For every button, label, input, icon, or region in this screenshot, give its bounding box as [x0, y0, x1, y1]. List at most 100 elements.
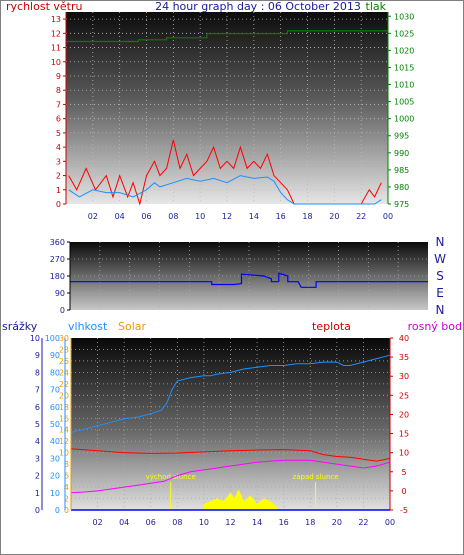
- series-line-temperature: [70, 448, 391, 462]
- wind-tick-label: 13: [51, 15, 61, 24]
- wind-tick-label: 8: [56, 86, 61, 95]
- wind-tick-label: 2: [56, 172, 61, 181]
- humidity-tick-label: 60: [50, 403, 60, 412]
- solar-tick-label: 24: [59, 368, 69, 377]
- pressure-axis-label: tlak: [366, 0, 387, 13]
- rain-tick-label: 4: [35, 437, 40, 446]
- solar-tick-label: 14: [59, 426, 69, 435]
- temperature-time-label: 14: [252, 518, 262, 527]
- solar-tick-label: 12: [59, 437, 69, 446]
- solar-tick-label: 10: [59, 449, 69, 458]
- humidity-tick-label: 20: [50, 472, 60, 481]
- temperature-series: východ slunce západ slunce: [70, 354, 391, 511]
- pressure-tick-label: 1025: [394, 29, 414, 38]
- direction-tick-label: 180: [50, 272, 65, 281]
- sunset-label: západ slunce: [293, 473, 339, 481]
- solar-tick-label: 0: [64, 506, 69, 515]
- temperature-plot-area: [71, 338, 390, 510]
- temperature-grid: [71, 338, 390, 510]
- humidity-tick-label: 50: [50, 420, 60, 429]
- direction-tick-label: 0: [60, 306, 65, 315]
- wind-tick-label: 1: [56, 186, 61, 195]
- compass-label: E: [436, 286, 444, 300]
- rain-tick-label: 6: [35, 403, 40, 412]
- temperature-ticks: -5 0 5 10 15 20 25 30 35 40: [390, 334, 409, 515]
- pressure-tick-label: 990: [394, 149, 409, 158]
- compass-label: N: [436, 235, 445, 249]
- rain-tick-label: 5: [35, 420, 40, 429]
- direction-tick-label: 270: [50, 255, 65, 264]
- wind-pressure-panel: rychlost větru 24 hour graph day : 06 Oc…: [6, 0, 414, 221]
- compass-label: N: [436, 303, 445, 317]
- series-line-wind-direction: [70, 272, 428, 288]
- temperature-tick-label: 15: [399, 430, 409, 439]
- solar-tick-label: 18: [59, 403, 69, 412]
- humidity-tick-label: 80: [50, 368, 60, 377]
- wind-tick-label: 7: [56, 100, 61, 109]
- temperature-time-label: 18: [305, 518, 315, 527]
- solar-tick-label: 26: [59, 357, 69, 366]
- wind-time-label: 20: [329, 212, 339, 221]
- temperature-tick-label: 40: [399, 334, 409, 343]
- pressure-tick-label: 1030: [394, 12, 414, 21]
- wind-tick-label: 4: [56, 143, 61, 152]
- humidity-tick-label: 0: [55, 506, 60, 515]
- wind-tick-label: 0: [56, 200, 61, 209]
- rain-tick-label: 1: [35, 489, 40, 498]
- wind-tick-label: 6: [56, 115, 61, 124]
- temperature-humidity-panel: srážky vlhkost Solar teplota rosný bod 0…: [2, 320, 462, 527]
- rain-tick-label: 9: [35, 351, 40, 360]
- solar-tick-label: 4: [64, 483, 69, 492]
- compass-label: W: [434, 252, 446, 266]
- series-line-pressure: [66, 30, 388, 43]
- wind-tick-label: 5: [56, 129, 61, 138]
- direction-series: [70, 272, 428, 288]
- temperature-time-label: 16: [279, 518, 289, 527]
- solar-tick-label: 30: [59, 334, 69, 343]
- temperature-tick-label: 30: [399, 372, 409, 381]
- direction-degree-ticks: 0 90 180 270 360: [50, 238, 70, 315]
- compass-label: S: [436, 269, 444, 283]
- pressure-ticks: 975 980 985 990 995 1000 1005 1010 1015 1020 1025 1…: [388, 12, 414, 209]
- wind-series: [66, 30, 388, 206]
- wind-speed-axis-label: rychlost větru: [6, 0, 82, 13]
- rain-tick-label: 2: [35, 472, 40, 481]
- solar-tick-label: 22: [59, 380, 69, 389]
- pressure-tick-label: 975: [394, 200, 409, 209]
- rain-tick-label: 10: [30, 334, 40, 343]
- humidity-tick-label: 40: [50, 437, 60, 446]
- wind-time-label: 04: [115, 212, 125, 221]
- wind-tick-label: 10: [51, 58, 61, 67]
- temperature-axis-label: teplota: [312, 320, 351, 333]
- sunrise-label: východ slunce: [146, 473, 196, 481]
- series-area-solar: [203, 489, 278, 511]
- wind-time-label: 00: [383, 212, 393, 221]
- rain-tick-label: 3: [35, 454, 40, 463]
- pressure-tick-label: 1020: [394, 46, 414, 55]
- solar-tick-label: 8: [64, 460, 69, 469]
- wind-tick-label: 9: [56, 72, 61, 81]
- solar-tick-label: 16: [59, 414, 69, 423]
- temperature-tick-label: 20: [399, 410, 409, 419]
- wind-time-label: 22: [356, 212, 366, 221]
- wind-tick-label: 3: [56, 157, 61, 166]
- rain-ticks: 0 1 2 3 4 5 6 7 8 9 10: [30, 334, 40, 515]
- temperature-tick-label: 0: [401, 487, 406, 496]
- solar-tick-label: 28: [59, 345, 69, 354]
- pressure-tick-label: 985: [394, 166, 409, 175]
- wind-time-label: 06: [141, 212, 151, 221]
- humidity-tick-label: 30: [50, 454, 60, 463]
- direction-tick-label: 360: [50, 238, 65, 247]
- humidity-tick-label: 10: [50, 489, 60, 498]
- temperature-time-label: 08: [172, 518, 182, 527]
- temperature-time-label: 10: [199, 518, 209, 527]
- pressure-tick-label: 1015: [394, 63, 414, 72]
- humidity-tick-label: 100: [45, 334, 60, 343]
- series-line-dewpoint: [70, 459, 391, 494]
- wind-time-label: 10: [195, 212, 205, 221]
- dewpoint-axis-label: rosný bod: [408, 320, 462, 333]
- temperature-tick-label: 5: [401, 468, 406, 477]
